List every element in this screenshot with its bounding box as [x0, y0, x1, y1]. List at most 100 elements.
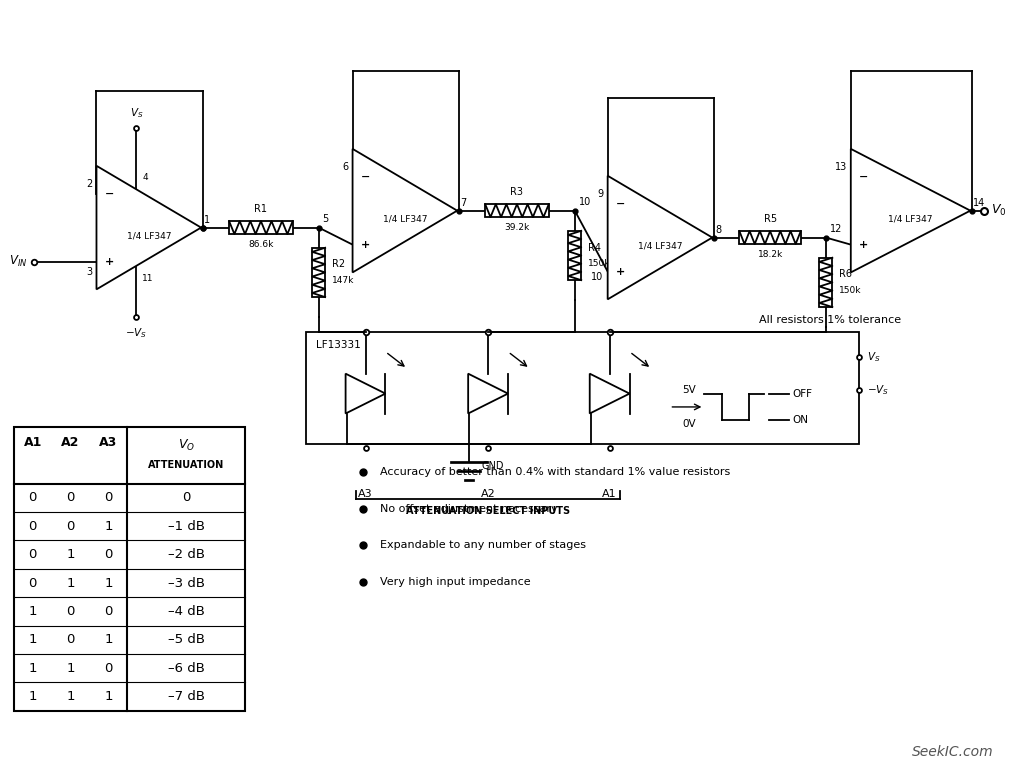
Text: –4 dB: –4 dB	[168, 605, 205, 618]
Text: 1: 1	[67, 662, 75, 675]
Polygon shape	[590, 374, 630, 414]
Text: LF13331: LF13331	[315, 340, 360, 350]
Text: ATTENUATION SELECT INPUTS: ATTENUATION SELECT INPUTS	[406, 506, 569, 515]
Text: A1: A1	[602, 489, 617, 499]
Text: +: +	[615, 267, 625, 277]
Text: 150k: 150k	[840, 286, 862, 295]
Text: 12: 12	[829, 224, 843, 234]
Text: –5 dB: –5 dB	[168, 633, 205, 647]
Text: 9: 9	[598, 188, 604, 199]
Bar	[819, 258, 833, 307]
Text: SeekIC.com: SeekIC.com	[911, 744, 993, 759]
Text: 1: 1	[204, 214, 210, 224]
Text: −: −	[859, 172, 868, 181]
Text: $V_{IN}$: $V_{IN}$	[9, 254, 28, 269]
Text: +: +	[360, 239, 370, 249]
Text: Expandable to any number of stages: Expandable to any number of stages	[381, 540, 587, 551]
Text: 0: 0	[67, 491, 75, 504]
Polygon shape	[352, 149, 457, 272]
Text: 1: 1	[29, 662, 37, 675]
Text: –2 dB: –2 dB	[168, 548, 205, 561]
Text: –3 dB: –3 dB	[168, 576, 205, 590]
Text: 1: 1	[67, 548, 75, 561]
Text: $V_S$: $V_S$	[129, 106, 143, 120]
Text: 0: 0	[182, 491, 190, 504]
Text: 4: 4	[142, 173, 147, 181]
Text: ATTENUATION: ATTENUATION	[148, 461, 224, 470]
Text: +: +	[859, 239, 868, 249]
Text: A3: A3	[99, 436, 118, 449]
Text: R2: R2	[332, 260, 345, 270]
Text: 0: 0	[67, 633, 75, 647]
Text: Accuracy of better than 0.4% with standard 1% value resistors: Accuracy of better than 0.4% with standa…	[381, 467, 731, 477]
Text: 1/4 LF347: 1/4 LF347	[383, 214, 427, 224]
Bar	[306, 332, 859, 444]
Text: GND: GND	[481, 461, 504, 471]
Text: ON: ON	[792, 415, 808, 425]
Text: 1: 1	[67, 576, 75, 590]
Text: 10: 10	[592, 271, 604, 282]
Text: 1: 1	[29, 605, 37, 618]
Text: R5: R5	[764, 214, 776, 224]
Text: 18.2k: 18.2k	[758, 250, 782, 259]
Polygon shape	[851, 149, 971, 272]
Text: 1: 1	[104, 576, 113, 590]
Text: OFF: OFF	[792, 389, 812, 399]
Text: R6: R6	[840, 270, 852, 279]
Text: 1/4 LF347: 1/4 LF347	[889, 214, 933, 224]
Text: A3: A3	[358, 489, 373, 499]
Text: $-V_S$: $-V_S$	[866, 383, 889, 397]
Text: A2: A2	[480, 489, 496, 499]
Text: 5V: 5V	[683, 385, 696, 395]
Bar	[568, 231, 582, 280]
Text: 0: 0	[67, 605, 75, 618]
Text: $-V_S$: $-V_S$	[125, 326, 147, 340]
Bar	[739, 231, 801, 244]
Text: −: −	[615, 199, 625, 209]
Text: 0: 0	[29, 491, 37, 504]
Text: Very high input impedance: Very high input impedance	[381, 577, 531, 587]
Text: 39.2k: 39.2k	[505, 223, 529, 232]
Text: 1: 1	[67, 691, 75, 703]
Text: 1: 1	[104, 520, 113, 533]
Polygon shape	[468, 374, 508, 414]
Text: All resistors 1% tolerance: All resistors 1% tolerance	[759, 315, 901, 325]
Text: 0: 0	[104, 491, 113, 504]
Text: 8: 8	[716, 224, 721, 235]
Text: $V_0$: $V_0$	[991, 203, 1007, 218]
Text: 1/4 LF347: 1/4 LF347	[127, 231, 171, 241]
Text: 3: 3	[86, 267, 92, 277]
Text: 0: 0	[29, 576, 37, 590]
Text: +: +	[104, 256, 114, 267]
Bar	[485, 204, 549, 217]
Text: 1: 1	[29, 633, 37, 647]
Text: 0: 0	[104, 605, 113, 618]
Text: A2: A2	[61, 436, 80, 449]
Text: 0: 0	[104, 548, 113, 561]
Text: 1/4 LF347: 1/4 LF347	[638, 242, 682, 250]
Text: 0: 0	[29, 548, 37, 561]
Bar	[13, 427, 245, 711]
Text: 2: 2	[86, 178, 92, 188]
Text: $V_O$: $V_O$	[177, 438, 195, 453]
Text: –1 dB: –1 dB	[168, 520, 205, 533]
Text: 10: 10	[579, 196, 591, 206]
Text: 1: 1	[29, 691, 37, 703]
Text: 150k: 150k	[588, 259, 610, 268]
Text: −: −	[104, 188, 114, 199]
Text: 0: 0	[104, 662, 113, 675]
Polygon shape	[96, 166, 201, 289]
Text: 0V: 0V	[683, 419, 696, 429]
Text: 13: 13	[835, 162, 847, 172]
Text: $V_S$: $V_S$	[866, 350, 881, 364]
Text: R4: R4	[588, 242, 601, 253]
Bar	[312, 248, 326, 297]
Text: No offset adjustment necessary: No offset adjustment necessary	[381, 504, 558, 514]
Polygon shape	[607, 176, 713, 300]
Text: 14: 14	[974, 198, 986, 208]
Text: R3: R3	[511, 187, 523, 197]
Text: R1: R1	[254, 204, 267, 214]
Text: 147k: 147k	[332, 276, 354, 285]
Text: 0: 0	[67, 520, 75, 533]
Text: A1: A1	[24, 436, 42, 449]
